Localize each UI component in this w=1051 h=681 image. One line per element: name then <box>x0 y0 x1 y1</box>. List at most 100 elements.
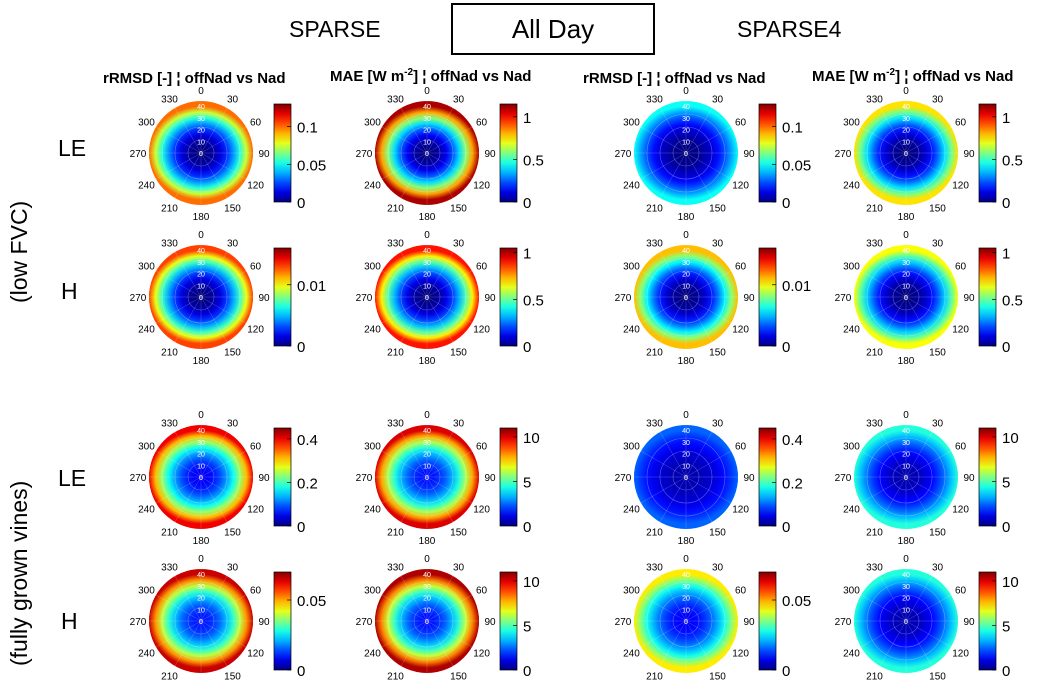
angle-tick-label: 150 <box>929 672 946 681</box>
column-title-1-text: rRMSD [-] ¦ offNad vs Nad <box>103 70 286 87</box>
angle-tick-label: 0 <box>424 410 430 421</box>
colorbar <box>499 571 518 671</box>
polar-spoke <box>860 126 907 154</box>
polar-panel-1: 0 10 20 30 40 0 30 60 90 120 150 180 210 240 270 300 330… <box>130 86 327 223</box>
polar-spoke <box>426 107 454 154</box>
angle-tick-label: 180 <box>898 356 915 367</box>
polar-spoke <box>426 152 454 199</box>
polar-spoke <box>381 126 428 154</box>
radial-tick-label: 10 <box>423 139 431 146</box>
angle-tick-label: 150 <box>224 348 241 359</box>
angle-tick-label: 30 <box>227 94 239 105</box>
polar-spoke <box>381 296 428 324</box>
row-label-h-2: H <box>61 608 78 634</box>
polar-spoke <box>685 476 732 504</box>
angle-tick-label: 180 <box>193 212 210 223</box>
polar-panel-7: 0 10 20 30 40 0 30 60 90 120 150 180 210 240 270 300 330… <box>615 230 812 367</box>
polar-spoke <box>426 450 473 478</box>
polar-panel-6: 0102030400306090120150180210240270300330… <box>356 230 544 367</box>
polar-panel-10: 0 10 20 30 40 0 30 60 90 120 150 180 210 240 270 300 330… <box>356 410 540 547</box>
polar-spoke <box>905 152 952 180</box>
polar-spoke <box>905 620 933 667</box>
radial-tick-label: 20 <box>423 272 431 279</box>
polar-spoke <box>685 270 732 298</box>
radial-tick-label: 0 <box>904 619 908 626</box>
angle-tick-label: 120 <box>732 649 749 660</box>
angle-tick-label: 30 <box>932 238 944 249</box>
polar-spoke <box>400 431 428 478</box>
radial-tick-label: 20 <box>682 272 690 279</box>
angle-tick-label: 150 <box>224 528 241 539</box>
radial-tick-label: 20 <box>423 128 431 135</box>
colorbar <box>273 247 292 347</box>
polar-spoke <box>200 431 228 478</box>
polar-spoke <box>879 575 907 622</box>
polar-field <box>149 250 253 344</box>
angle-tick-label: 270 <box>835 473 852 484</box>
angle-tick-label: 30 <box>712 238 724 249</box>
angle-tick-label: 300 <box>138 442 155 453</box>
polar-ring <box>659 594 713 648</box>
angle-tick-label: 120 <box>732 505 749 516</box>
angle-tick-label: 120 <box>247 649 264 660</box>
colorbar-tick-label: 0 <box>782 663 790 680</box>
angle-tick-label: 0 <box>198 554 204 565</box>
angle-tick-label: 120 <box>247 325 264 336</box>
angle-tick-label: 210 <box>866 204 883 215</box>
polar-panel-12: 0 10 20 30 40 0 30 60 90 120 150 180 210 240 270 300 330… <box>835 410 1019 547</box>
angle-tick-label: 330 <box>161 418 178 429</box>
polar-spoke <box>381 152 428 180</box>
polar-spoke <box>685 152 713 199</box>
radial-tick-label: 0 <box>684 619 688 626</box>
radial-tick-label: 10 <box>197 283 205 290</box>
polar-ring <box>187 139 215 167</box>
angle-tick-label: 210 <box>866 528 883 539</box>
colorbar-tick-label: 1 <box>523 246 531 263</box>
column-title-2: MAE [W m-2] ¦ offNad vs Nad <box>330 67 531 85</box>
polar-spoke <box>659 476 687 523</box>
polar-ring <box>646 581 726 661</box>
angle-tick-label: 0 <box>903 86 909 97</box>
angle-tick-label: 90 <box>963 293 975 304</box>
angle-tick-label: 300 <box>623 262 640 273</box>
radial-tick-label: 40 <box>902 428 910 435</box>
angle-tick-label: 120 <box>473 181 490 192</box>
polar-spoke <box>200 620 228 667</box>
polar-spoke <box>640 594 687 622</box>
polar-ring <box>866 257 946 337</box>
polar-spoke <box>400 152 428 199</box>
angle-tick-label: 300 <box>364 586 381 597</box>
polar-spoke <box>905 476 952 504</box>
polar-panel-14: 0102030400306090120150180210240270300330… <box>356 554 540 681</box>
angle-tick-label: 210 <box>161 348 178 359</box>
chart-title-box: All Day <box>451 3 655 55</box>
radial-tick-label: 20 <box>197 128 205 135</box>
polar-field <box>375 106 479 200</box>
polar-spoke <box>174 620 202 667</box>
angle-tick-label: 330 <box>866 238 883 249</box>
polar-ring <box>400 126 454 180</box>
angle-tick-label: 180 <box>898 536 915 547</box>
polar-spoke <box>381 270 428 298</box>
column-title-3-text: rRMSD [-] ¦ offNad vs Nad <box>583 70 766 87</box>
colorbar-tick-label: 0.05 <box>782 157 811 174</box>
angle-tick-label: 90 <box>963 149 975 160</box>
angle-tick-label: 90 <box>484 149 496 160</box>
angle-tick-label: 270 <box>615 293 632 304</box>
angle-tick-label: 270 <box>130 293 147 304</box>
angle-tick-label: 90 <box>258 473 270 484</box>
angle-tick-label: 210 <box>646 348 663 359</box>
polar-ring <box>400 450 454 504</box>
angle-tick-label: 150 <box>224 204 241 215</box>
radial-tick-label: 40 <box>902 248 910 255</box>
angle-tick-label: 330 <box>866 562 883 573</box>
column-title-4-exp: -2 <box>886 67 896 78</box>
radial-tick-label: 0 <box>904 475 908 482</box>
colorbar-tick-label: 0.5 <box>523 292 544 309</box>
colorbar <box>978 427 997 527</box>
angle-tick-label: 0 <box>198 230 204 241</box>
radial-tick-label: 30 <box>197 260 205 267</box>
colorbar <box>273 571 292 671</box>
polar-spoke <box>685 296 732 324</box>
radial-tick-label: 20 <box>682 452 690 459</box>
